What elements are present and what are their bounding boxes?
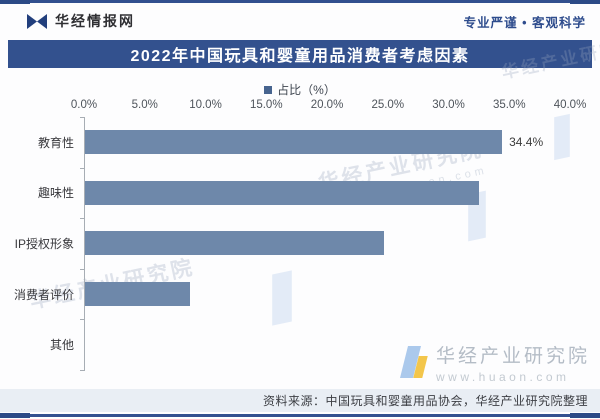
legend-label: 占比（%）	[277, 83, 336, 97]
brand[interactable]: 华经情报网	[26, 11, 135, 31]
bar-趣味性	[85, 180, 480, 205]
brand-logo-icon	[26, 13, 48, 30]
site-header: 华经情报网 专业严谨 • 客观科学	[0, 6, 600, 36]
plot-area: 34.4%	[80, 117, 570, 371]
x-axis-tick-label: 0.0%	[70, 99, 98, 111]
chart-title-bar: 2022年中国玩具和婴童用品消费者考虑因素	[8, 40, 592, 68]
bar-row	[85, 168, 570, 219]
x-axis-tick-label: 25.0%	[371, 99, 405, 111]
y-axis-tick	[80, 268, 85, 270]
source-bar: 资料来源：中国玩具和婴童用品协会，华经产业研究院整理	[0, 389, 600, 412]
x-axis-tick-label: 30.0%	[432, 99, 465, 111]
category-label: 教育性	[37, 135, 74, 150]
bar-row: 34.4%	[85, 117, 570, 168]
bar-value-label: 34.4%	[509, 135, 544, 150]
legend-swatch-icon	[264, 85, 273, 94]
bottom-divider	[0, 413, 600, 418]
legend: 占比（%）	[0, 81, 600, 98]
watermark-brand-url: www.huaon.com	[435, 370, 570, 384]
bar-消费者评价	[85, 282, 191, 307]
bar-教育性	[85, 130, 503, 155]
x-axis-tick-label: 35.0%	[492, 99, 526, 111]
x-axis-tick-label: 15.0%	[249, 99, 283, 111]
x-axis-tick-label: 10.0%	[189, 99, 222, 111]
top-divider	[0, 0, 600, 4]
x-axis-tick-label: 20.0%	[310, 99, 344, 111]
category-label: 其他	[49, 338, 74, 353]
y-axis-tick	[80, 370, 85, 371]
header-slogan: 专业严谨 • 客观科学	[463, 15, 586, 30]
y-axis-tick	[80, 319, 85, 321]
y-axis-tick	[80, 117, 85, 118]
brand-name: 华经情报网	[55, 13, 135, 29]
x-axis: 0.0% 5.0% 10.0% 15.0% 20.0% 25.0% 30.0% 35.0% 40…	[71, 99, 586, 113]
category-axis: 教育性趣味性 IP授权形象 消费者评价其他	[0, 117, 80, 370]
category-label: IP授权形象	[14, 236, 74, 251]
source-text: 资料来源：中国玩具和婴童用品协会，华经产业研究院整理	[262, 394, 588, 408]
y-axis-tick	[80, 218, 85, 220]
y-axis-tick	[80, 167, 85, 169]
bar-IP授权形象	[85, 231, 385, 256]
x-axis-tick-label: 5.0%	[131, 99, 158, 111]
bar-row	[85, 218, 570, 269]
x-axis-tick-label: 40.0%	[553, 99, 587, 111]
category-label: 趣味性	[37, 186, 74, 201]
bar-row	[85, 319, 570, 370]
bar-row	[85, 269, 570, 320]
chart-title: 2022年中国玩具和婴童用品消费者考虑因素	[130, 48, 470, 65]
category-label: 消费者评价	[13, 287, 74, 302]
